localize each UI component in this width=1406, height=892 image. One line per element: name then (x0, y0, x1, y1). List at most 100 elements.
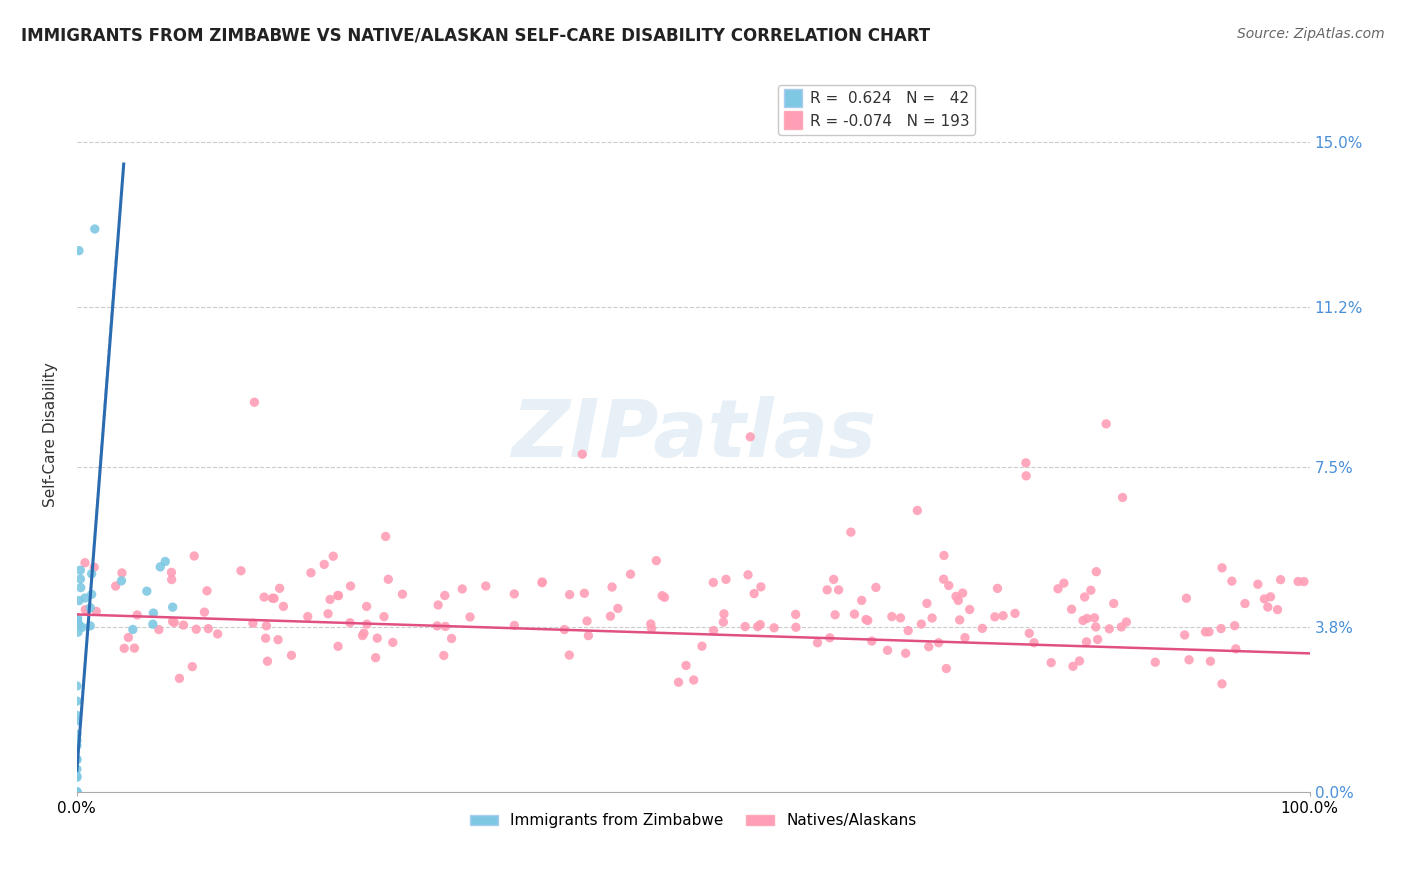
Point (73, 591, 96, 605)
Point (104, 579, 127, 593)
Point (297, 609, 319, 624)
Point (1257, 600, 1279, 615)
Point (1071, 614, 1094, 628)
Point (558, 588, 581, 602)
Point (117, 631, 139, 645)
Point (894, 646, 917, 660)
Point (70, 620, 93, 634)
Point (66, 785, 89, 799)
Point (364, 650, 387, 665)
Point (824, 607, 846, 622)
Text: IMMIGRANTS FROM ZIMBABWE VS NATIVE/ALASKAN SELF-CARE DISABILITY CORRELATION CHAR: IMMIGRANTS FROM ZIMBABWE VS NATIVE/ALASK… (21, 27, 931, 45)
Point (682, 673, 704, 687)
Point (1270, 573, 1292, 587)
Point (1060, 602, 1083, 616)
Point (599, 609, 621, 624)
Point (984, 610, 1007, 624)
Point (1015, 456, 1038, 470)
Point (135, 584, 157, 599)
Point (1040, 656, 1063, 670)
Point (503, 587, 526, 601)
Point (740, 430, 762, 444)
Point (319, 592, 342, 607)
Point (576, 614, 599, 628)
Point (433, 648, 456, 663)
Point (574, 586, 596, 600)
Point (844, 607, 866, 621)
Point (263, 591, 285, 606)
Point (880, 609, 903, 624)
Legend: Immigrants from Zimbabwe, Natives/Alaskans: Immigrants from Zimbabwe, Natives/Alaska… (464, 807, 922, 834)
Point (66, 785, 89, 799)
Point (434, 619, 457, 633)
Point (69, 581, 91, 595)
Point (440, 632, 463, 646)
Point (1085, 565, 1108, 579)
Point (1209, 622, 1232, 636)
Point (326, 588, 349, 602)
Point (173, 618, 195, 632)
Point (183, 549, 205, 563)
Point (273, 599, 295, 614)
Point (571, 447, 593, 461)
Point (991, 608, 1014, 623)
Point (959, 602, 981, 616)
Point (531, 574, 554, 589)
Point (1211, 677, 1233, 691)
Point (876, 643, 898, 657)
Point (197, 622, 219, 636)
Point (142, 617, 165, 632)
Point (69, 572, 91, 586)
Point (742, 586, 765, 600)
Point (1198, 624, 1220, 639)
Point (839, 525, 862, 540)
Point (654, 591, 676, 605)
Point (1111, 620, 1133, 634)
Point (948, 593, 970, 607)
Point (1174, 628, 1197, 642)
Point (66, 714, 89, 728)
Point (815, 582, 838, 597)
Point (458, 610, 481, 624)
Point (905, 503, 928, 517)
Point (326, 640, 349, 654)
Point (1178, 653, 1201, 667)
Point (67, 625, 90, 640)
Point (339, 579, 361, 593)
Point (373, 609, 395, 624)
Point (1223, 618, 1246, 632)
Point (1098, 622, 1121, 636)
Point (851, 593, 873, 607)
Point (1199, 654, 1222, 668)
Point (66, 739, 89, 753)
Point (112, 641, 135, 656)
Y-axis label: Self-Care Disability: Self-Care Disability (44, 362, 58, 507)
Text: ZIPatlas: ZIPatlas (510, 396, 876, 474)
Point (897, 624, 920, 638)
Point (1076, 611, 1098, 625)
Point (690, 639, 713, 653)
Point (737, 567, 759, 582)
Point (391, 587, 413, 601)
Point (785, 620, 807, 634)
Point (162, 615, 184, 629)
Point (531, 575, 554, 590)
Point (80, 587, 103, 601)
Point (352, 629, 374, 643)
Point (339, 615, 361, 630)
Point (749, 580, 772, 594)
Point (1175, 591, 1198, 606)
Point (953, 631, 976, 645)
Point (1211, 561, 1233, 575)
Point (734, 619, 756, 633)
Point (503, 618, 526, 632)
Point (377, 572, 399, 586)
Point (262, 591, 284, 606)
Point (1144, 655, 1167, 669)
Point (79, 619, 101, 633)
Point (66, 615, 89, 629)
Point (67, 618, 90, 632)
Point (181, 659, 204, 673)
Point (66, 753, 89, 767)
Point (69, 563, 91, 577)
